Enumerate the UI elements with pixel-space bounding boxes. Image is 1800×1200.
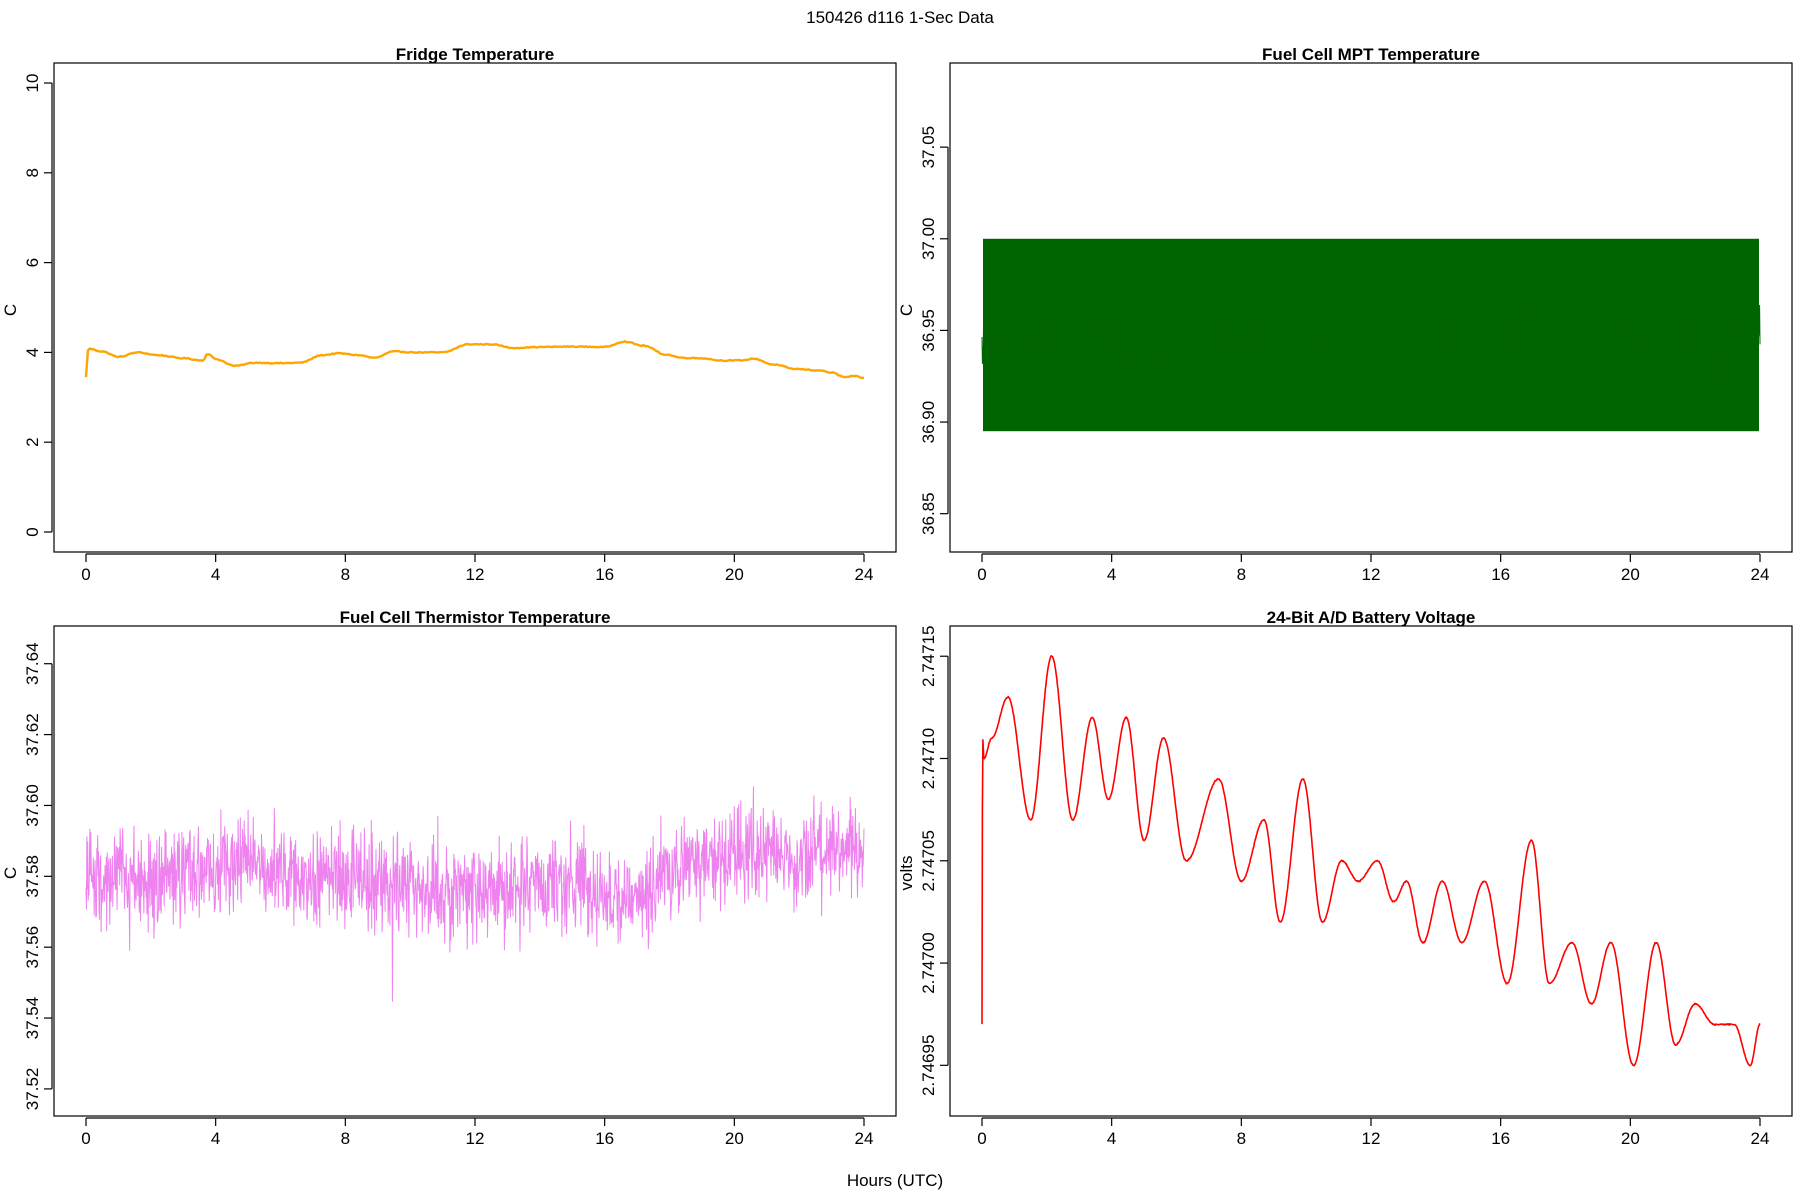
x-tick-label: 24	[855, 565, 874, 584]
y-tick-label: 2.74710	[919, 728, 938, 789]
y-tick-label: 2.74715	[919, 626, 938, 687]
x-tick-label: 16	[595, 1129, 614, 1148]
y-tick-label: 37.60	[23, 784, 42, 827]
y-axis-label: C	[1, 867, 20, 879]
x-tick-label: 0	[977, 1129, 986, 1148]
x-tick-label: 8	[341, 565, 350, 584]
y-tick-label: 36.90	[919, 401, 938, 444]
x-tick-label: 8	[341, 1129, 350, 1148]
y-tick-label: 37.05	[919, 126, 938, 169]
y-tick-label: 36.95	[919, 309, 938, 352]
x-tick-label: 12	[1362, 565, 1381, 584]
y-tick-label: 36.85	[919, 492, 938, 535]
series-line	[84, 340, 865, 380]
x-tick-label: 4	[1107, 1129, 1116, 1148]
y-tick-label: 37.56	[23, 926, 42, 969]
x-tick-label: 24	[1751, 1129, 1770, 1148]
panel-title: Fuel Cell Thermistor Temperature	[340, 608, 611, 627]
panel-fuel-cell-thermistor-temperature: Fuel Cell Thermistor Temperature C 0 4 8 12…	[1, 608, 897, 1148]
x-tick-label: 24	[1751, 565, 1770, 584]
y-tick-label: 2.74700	[919, 932, 938, 993]
x-tick-label: 12	[466, 1129, 485, 1148]
x-tick-label: 4	[211, 565, 220, 584]
plot-frame	[53, 625, 897, 1117]
y-tick-label: 37.00	[919, 218, 938, 261]
x-tick-label: 0	[81, 1129, 90, 1148]
x-tick-label: 12	[1362, 1129, 1381, 1148]
x-tick-label: 0	[977, 565, 986, 584]
x-tick-label: 4	[211, 1129, 220, 1148]
y-tick-label: 8	[23, 168, 42, 177]
x-tick-label: 0	[81, 565, 90, 584]
y-axis-label: C	[897, 304, 916, 316]
x-tick-label: 4	[1107, 565, 1116, 584]
x-tick-label: 16	[1491, 1129, 1510, 1148]
x-tick-label: 8	[1237, 565, 1246, 584]
y-tick-label: 37.52	[23, 1068, 42, 1111]
x-tick-label: 16	[595, 565, 614, 584]
x-tick-label: 20	[725, 565, 744, 584]
y-tick-label: 0	[23, 527, 42, 536]
x-tick-label: 12	[466, 565, 485, 584]
plot-frame	[949, 625, 1793, 1117]
y-axis-label: volts	[897, 856, 916, 891]
panel-title: Fridge Temperature	[396, 45, 554, 64]
y-tick-label: 37.58	[23, 855, 42, 898]
x-tick-label: 20	[1621, 565, 1640, 584]
panel-fuel-cell-mpt-temperature: Fuel Cell MPT Temperature C 0 4 8 12 16 20 24 3…	[897, 45, 1793, 584]
panel-title: Fuel Cell MPT Temperature	[1262, 45, 1480, 64]
y-tick-label: 2	[23, 437, 42, 446]
y-axis-label: C	[1, 304, 20, 316]
panel-battery-voltage: 24-Bit A/D Battery Voltage volts 0 4 8 12 16…	[897, 608, 1793, 1148]
x-tick-label: 20	[725, 1129, 744, 1148]
y-tick-label: 10	[23, 74, 42, 93]
figure-xlabel: Hours (UTC)	[847, 1171, 943, 1190]
series-line	[981, 270, 1761, 405]
x-tick-label: 24	[855, 1129, 874, 1148]
plot-frame	[949, 62, 1793, 553]
y-tick-label: 4	[23, 348, 42, 357]
y-tick-label: 2.74705	[919, 830, 938, 891]
y-tick-label: 6	[23, 258, 42, 267]
x-tick-label: 8	[1237, 1129, 1246, 1148]
y-tick-label: 37.54	[23, 997, 42, 1040]
figure-main-title: 150426 d116 1-Sec Data	[806, 8, 994, 27]
plot-frame	[53, 62, 897, 553]
series-line	[981, 655, 1761, 1067]
y-tick-label: 2.74695	[919, 1035, 938, 1096]
x-tick-label: 16	[1491, 565, 1510, 584]
y-tick-label: 37.64	[23, 642, 42, 685]
y-tick-label: 37.62	[23, 713, 42, 756]
panel-title: 24-Bit A/D Battery Voltage	[1267, 608, 1476, 627]
series-line	[85, 786, 865, 1002]
x-tick-label: 20	[1621, 1129, 1640, 1148]
